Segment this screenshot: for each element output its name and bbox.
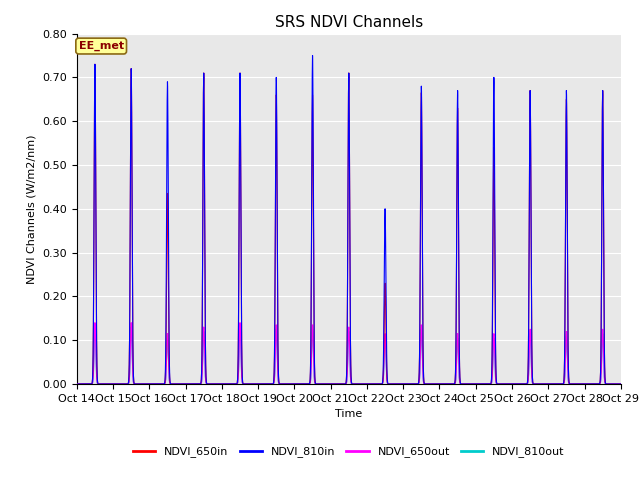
Text: EE_met: EE_met bbox=[79, 41, 124, 51]
NDVI_810out bbox=[225, 381, 233, 387]
NDVI_810in bbox=[189, 381, 197, 387]
NDVI_650in bbox=[565, 380, 573, 385]
NDVI_810in bbox=[412, 381, 419, 387]
NDVI_810out bbox=[412, 381, 419, 387]
NDVI_650in bbox=[189, 381, 197, 387]
NDVI_810out bbox=[616, 381, 624, 387]
NDVI_810out bbox=[73, 381, 81, 387]
NDVI_650in bbox=[225, 381, 233, 387]
NDVI_810in bbox=[565, 380, 573, 385]
NDVI_650out bbox=[412, 381, 419, 387]
NDVI_810in bbox=[617, 381, 625, 387]
NDVI_650out bbox=[617, 381, 625, 387]
Line: NDVI_810out: NDVI_810out bbox=[77, 327, 621, 384]
NDVI_650out bbox=[189, 381, 197, 387]
NDVI_650in bbox=[402, 381, 410, 387]
NDVI_650out bbox=[73, 381, 81, 387]
NDVI_810in bbox=[73, 381, 81, 387]
X-axis label: Time: Time bbox=[335, 409, 362, 419]
NDVI_810in bbox=[402, 381, 410, 387]
NDVI_810in bbox=[616, 381, 624, 387]
Line: NDVI_810in: NDVI_810in bbox=[77, 56, 621, 384]
NDVI_810out bbox=[565, 381, 573, 387]
Title: SRS NDVI Channels: SRS NDVI Channels bbox=[275, 15, 423, 30]
NDVI_650in bbox=[617, 381, 625, 387]
NDVI_810out bbox=[402, 381, 410, 387]
NDVI_650in bbox=[73, 381, 81, 387]
NDVI_650in bbox=[412, 381, 419, 387]
Line: NDVI_650out: NDVI_650out bbox=[77, 323, 621, 384]
NDVI_810in bbox=[225, 381, 232, 387]
NDVI_650out bbox=[402, 381, 410, 387]
NDVI_650in bbox=[616, 381, 624, 387]
Line: NDVI_650in: NDVI_650in bbox=[77, 64, 621, 384]
NDVI_810out bbox=[189, 381, 197, 387]
NDVI_810in bbox=[308, 53, 316, 59]
NDVI_810out bbox=[91, 324, 99, 330]
NDVI_650out bbox=[565, 381, 573, 386]
Legend: NDVI_650in, NDVI_810in, NDVI_650out, NDVI_810out: NDVI_650in, NDVI_810in, NDVI_650out, NDV… bbox=[129, 442, 569, 462]
Y-axis label: NDVI Channels (W/m2/nm): NDVI Channels (W/m2/nm) bbox=[27, 134, 36, 284]
NDVI_650out bbox=[616, 381, 624, 387]
NDVI_650out bbox=[91, 320, 99, 325]
NDVI_650out bbox=[225, 381, 233, 387]
NDVI_810out bbox=[617, 381, 625, 387]
NDVI_650in bbox=[91, 61, 99, 67]
